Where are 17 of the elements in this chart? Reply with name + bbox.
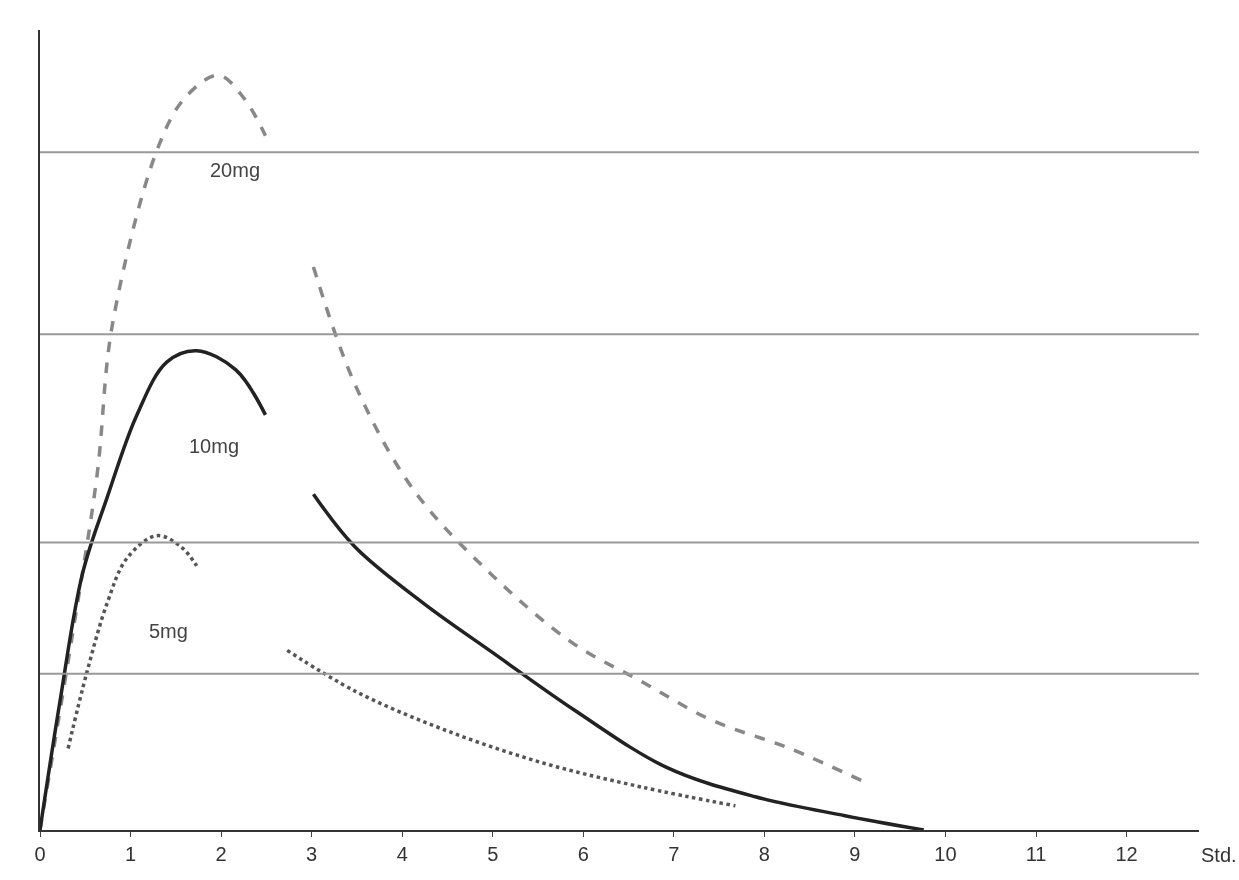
x-tick-label: 10 <box>934 843 957 865</box>
series-label: 10mg <box>189 435 240 457</box>
x-tick-label: 2 <box>215 843 227 865</box>
x-tick-label: 3 <box>306 843 318 865</box>
x-axis-title: Std. <box>1201 844 1237 866</box>
x-tick-label: 7 <box>668 843 680 865</box>
x-tick-label: 4 <box>396 843 408 865</box>
x-tick-label: 5 <box>487 843 499 865</box>
x-tick-label: 1 <box>124 843 137 865</box>
x-tick-label: 0 <box>34 843 46 865</box>
x-tick-label: 8 <box>758 843 770 865</box>
text: 5mg <box>149 620 188 642</box>
series-label: 20mg <box>210 159 261 181</box>
x-tick-label: 6 <box>577 843 589 865</box>
x-tick-label: 12 <box>1115 843 1138 865</box>
x-tick-label: 11 <box>1025 843 1047 865</box>
x-tick-label: 9 <box>849 843 861 865</box>
